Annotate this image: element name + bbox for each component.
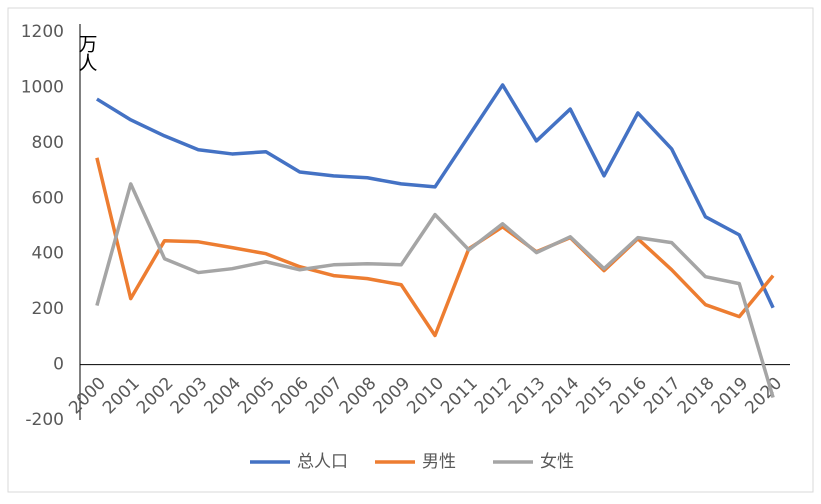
legend-label: 总人口 bbox=[297, 452, 348, 472]
y-axis-label: 万人 bbox=[76, 34, 98, 72]
series-line bbox=[95, 83, 775, 309]
series-line bbox=[95, 157, 775, 338]
legend-label: 女性 bbox=[540, 452, 574, 472]
y-tick-label: 600 bbox=[32, 188, 64, 208]
y-tick-label: 800 bbox=[32, 133, 64, 153]
y-tick-label: 200 bbox=[32, 299, 64, 319]
series-line bbox=[95, 182, 775, 399]
y-tick-label: 400 bbox=[32, 244, 64, 264]
y-tick-label: 1200 bbox=[21, 22, 64, 42]
y-tick-label: -200 bbox=[25, 410, 64, 430]
y-tick-label: 0 bbox=[53, 355, 64, 375]
legend-label: 男性 bbox=[422, 452, 456, 472]
y-tick-label: 1000 bbox=[21, 77, 64, 97]
